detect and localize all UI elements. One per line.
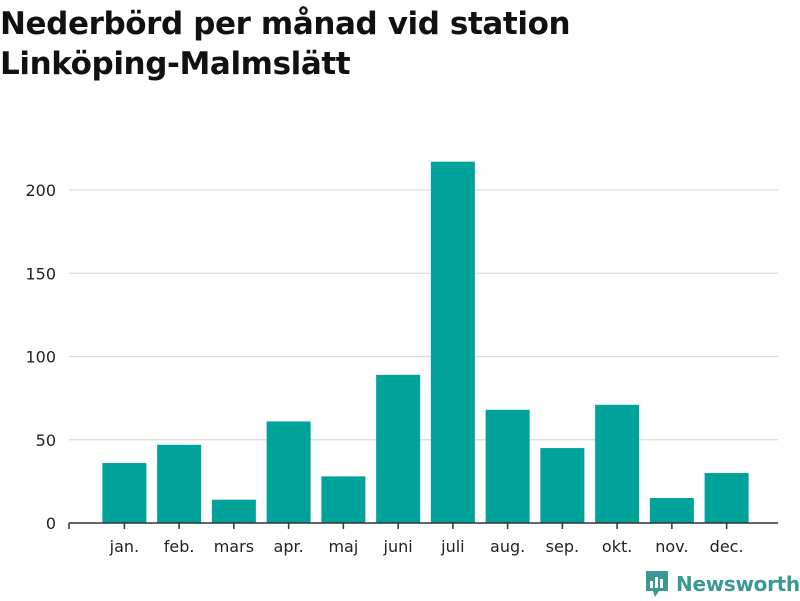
bar-sep (540, 448, 585, 523)
y-axis-ticks: 0 50 100 150 200 (25, 181, 56, 533)
x-tick-label: feb. (164, 537, 195, 556)
y-tick-label: 50 (36, 431, 56, 450)
y-tick-label: 0 (46, 514, 56, 533)
x-tick-label: apr. (274, 537, 304, 556)
x-tick-label: sep. (546, 537, 579, 556)
bar-juni (376, 374, 421, 523)
x-tick-label: okt. (602, 537, 632, 556)
x-tick-label: mars (214, 537, 254, 556)
newsworthy-logo[interactable]: Newsworthy (644, 567, 800, 601)
x-tick-label: juni (383, 537, 413, 556)
newsworthy-logo-text: Newsworthy (676, 572, 800, 596)
bar-okt (595, 404, 640, 523)
bar-dec (704, 473, 749, 523)
y-tick-label: 200 (25, 181, 56, 200)
gridlines (69, 189, 778, 441)
bar-apr (266, 421, 311, 523)
newsworthy-logo-icon (646, 571, 668, 597)
x-tick-label: jan. (109, 537, 139, 556)
bar-juli (430, 161, 475, 523)
x-tick-label: maj (328, 537, 358, 556)
x-axis-ticks: jan. feb. mars apr. maj juni juli aug. sep. okt. n… (109, 523, 744, 556)
bar-aug (485, 409, 530, 523)
x-axis (68, 522, 778, 529)
bar-feb (157, 444, 202, 523)
y-tick-label: 100 (25, 348, 56, 367)
bar-jan (102, 463, 147, 523)
x-tick-label: nov. (655, 537, 688, 556)
bars (102, 161, 749, 523)
x-tick-label: dec. (710, 537, 744, 556)
bar-mars (211, 499, 256, 523)
bar-maj (321, 476, 366, 523)
x-tick-label: juli (440, 537, 464, 556)
bar-nov (649, 498, 694, 523)
chart-title: Nederbörd per månad vid station Linköpin… (0, 6, 571, 82)
y-tick-label: 150 (25, 264, 56, 283)
x-tick-label: aug. (490, 537, 525, 556)
